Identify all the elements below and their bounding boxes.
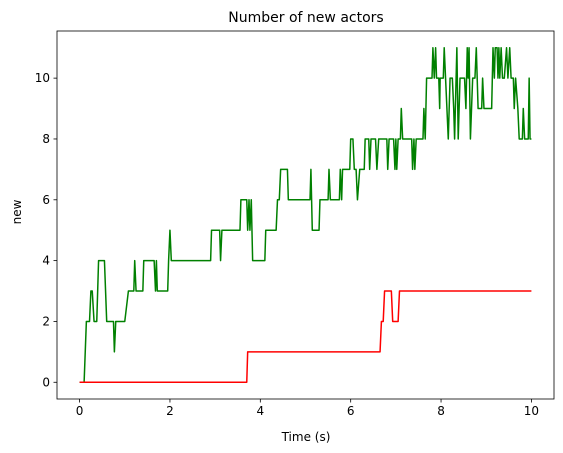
x-tick-label-5: 10 xyxy=(524,404,539,418)
y-tick-label-1: 2 xyxy=(42,314,50,328)
plot-frame xyxy=(56,30,555,400)
chart-title: Number of new actors xyxy=(228,10,383,26)
y-tick-label-5: 10 xyxy=(35,71,50,85)
x-tick-label-3: 6 xyxy=(347,404,355,418)
x-tick-label-0: 0 xyxy=(76,404,84,418)
y-axis-label: new xyxy=(10,199,24,224)
series-line-2 xyxy=(79,290,532,384)
x-tick-label-1: 2 xyxy=(166,404,174,418)
plot-area: 0 2 4 6 8 10 0 2 4 6 8 10 xyxy=(35,30,555,418)
y-tick-label-3: 6 xyxy=(42,193,50,207)
x-axis-label: Time (s) xyxy=(281,430,331,444)
y-tick-label-0: 0 xyxy=(42,375,50,389)
y-tick-label-4: 8 xyxy=(42,132,50,146)
series-line-1 xyxy=(79,46,532,384)
x-tick-label-2: 4 xyxy=(256,404,264,418)
x-tick-label-4: 8 xyxy=(437,404,445,418)
y-tick-label-2: 4 xyxy=(42,254,50,268)
